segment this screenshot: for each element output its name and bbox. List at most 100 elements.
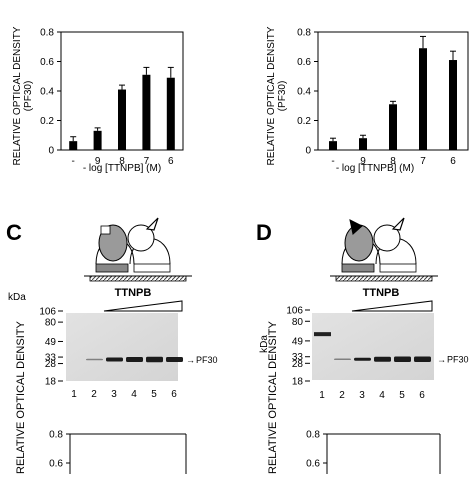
y-tick-label: 0.8 <box>306 430 320 441</box>
bar <box>449 60 457 150</box>
y-tick-label: 0.6 <box>40 57 54 68</box>
y-tick-label: 0.6 <box>306 459 320 470</box>
lane-label: 2 <box>339 390 345 401</box>
y-tick-label: 0.6 <box>49 459 63 470</box>
protein-band <box>106 357 123 362</box>
x-tick-label: 6 <box>168 156 174 167</box>
chart-top-right: RELATIVE OPTICAL DENSITY(PF30) 0 0.2 0.4 0.… <box>266 26 469 174</box>
receptor-schematic-d <box>330 217 438 282</box>
lane-label: 4 <box>379 390 385 401</box>
marker-label: 106 <box>39 307 56 318</box>
y-tick-label: 0.2 <box>297 116 311 127</box>
protein-band <box>374 356 391 362</box>
protein-band <box>394 356 411 362</box>
bar <box>329 141 337 150</box>
lane-label: 6 <box>171 389 177 400</box>
protein-band <box>86 358 103 361</box>
protein-band-high <box>314 332 331 337</box>
marker-label: 49 <box>45 337 57 348</box>
chart-bottom-right: RELATIVE OPTICAL DENSITY 0.8 0.6 <box>267 321 441 474</box>
x-tick-label: - <box>331 156 334 167</box>
protein-band <box>166 357 183 363</box>
marker-label: 80 <box>292 317 304 328</box>
treatment-triangle-c: TTNPB <box>103 287 183 312</box>
y-tick-label: 0.2 <box>40 116 54 127</box>
bar <box>93 130 102 150</box>
protein-band <box>126 357 143 363</box>
blot-membrane <box>66 313 178 381</box>
chart-top-left: RELATIVE OPTICAL DENSITY(PF30) 0 0.2 0.4 0.… <box>12 26 184 174</box>
receptor-schematic-c <box>84 217 192 282</box>
lane-label: 1 <box>71 389 77 400</box>
y-axis-label-line: (PF30) <box>23 81 34 112</box>
chart-bottom-left: RELATIVE OPTICAL DENSITY 0.8 0.6 <box>15 321 187 474</box>
y-tick-label: 0 <box>305 146 311 157</box>
marker-label: 106 <box>286 306 303 317</box>
panel-letter-d: D <box>256 220 272 245</box>
y-axis-label: RELATIVE OPTICAL DENSITY <box>267 321 279 474</box>
marker-label: 28 <box>45 359 57 370</box>
x-tick-label: - <box>72 156 75 167</box>
plot-area: 0 0.2 0.4 0.6 0.8 - 9 8 7 6 <box>40 28 184 167</box>
y-axis-label-line1: RELATIVE OPTICAL DENSITY(PF30) <box>266 26 288 165</box>
panel-letter-c: C <box>6 220 22 245</box>
x-tick-label: 7 <box>420 156 426 167</box>
treatment-triangle-d: TTNPB <box>351 287 433 312</box>
y-tick-label: 0.6 <box>297 57 311 68</box>
bar <box>359 138 367 150</box>
bar <box>69 141 78 150</box>
x-tick-label: 9 <box>360 156 366 167</box>
lane-label: 5 <box>151 389 157 400</box>
band-arrow: → <box>186 355 195 365</box>
protein-band <box>354 357 371 361</box>
y-tick-label: 0.8 <box>49 430 63 441</box>
lane-label: 4 <box>131 389 137 400</box>
y-axis-label-line: (PF30) <box>277 81 288 112</box>
bar <box>118 89 126 150</box>
x-axis-label: - log [TTNPB] (M) <box>336 163 414 174</box>
lane-label: 5 <box>399 390 405 401</box>
protein-band <box>146 356 163 363</box>
protein-band <box>334 358 351 360</box>
y-axis-label: RELATIVE OPTICAL DENSITY(PF30) <box>12 26 34 165</box>
y-tick-label: 0.8 <box>40 28 54 39</box>
lane-label: 2 <box>91 389 97 400</box>
blot-membrane <box>312 313 434 380</box>
lane-label: 6 <box>419 390 425 401</box>
x-axis-label: - log [TTNPB] (M) <box>83 163 161 174</box>
y-axis-label: RELATIVE OPTICAL DENSITY(PF30) <box>266 26 288 165</box>
plot-area: 0 0.2 0.4 0.6 0.8 - 9 8 7 6 <box>297 28 469 167</box>
lane-label: 3 <box>111 389 117 400</box>
band-arrow: → <box>437 355 446 365</box>
bar <box>419 48 427 150</box>
y-axis-label-line1: RELATIVE OPTICAL DENSITY(PF30) <box>12 26 34 165</box>
x-tick-label: 7 <box>144 156 150 167</box>
band-label: PF30 <box>196 355 218 365</box>
marker-label: 33 <box>45 353 57 364</box>
y-axis-label-line: RELATIVE OPTICAL DENSITY <box>12 26 23 165</box>
marker-label: 18 <box>292 377 304 388</box>
marker-label: 33 <box>292 352 304 363</box>
x-tick-label: 8 <box>390 156 396 167</box>
treatment-label: TTNPB <box>363 287 400 299</box>
marker-label: 49 <box>292 336 304 347</box>
marker-label: 80 <box>45 318 57 329</box>
y-tick-label: 0.4 <box>40 87 54 98</box>
treatment-label: TTNPB <box>115 287 152 299</box>
bar <box>389 104 397 150</box>
bar <box>166 77 175 150</box>
lane-label: 3 <box>359 390 365 401</box>
x-tick-label: 8 <box>119 156 125 167</box>
bar <box>142 74 151 150</box>
y-tick-label: 0 <box>48 146 54 157</box>
marker-label: 28 <box>292 359 304 370</box>
x-tick-label: 6 <box>450 156 456 167</box>
band-label: PF30 <box>447 355 469 365</box>
x-tick-label: 9 <box>95 156 101 167</box>
protein-band <box>414 356 431 362</box>
y-tick-label: 0.4 <box>297 87 311 98</box>
y-tick-label: 0.8 <box>297 28 311 39</box>
